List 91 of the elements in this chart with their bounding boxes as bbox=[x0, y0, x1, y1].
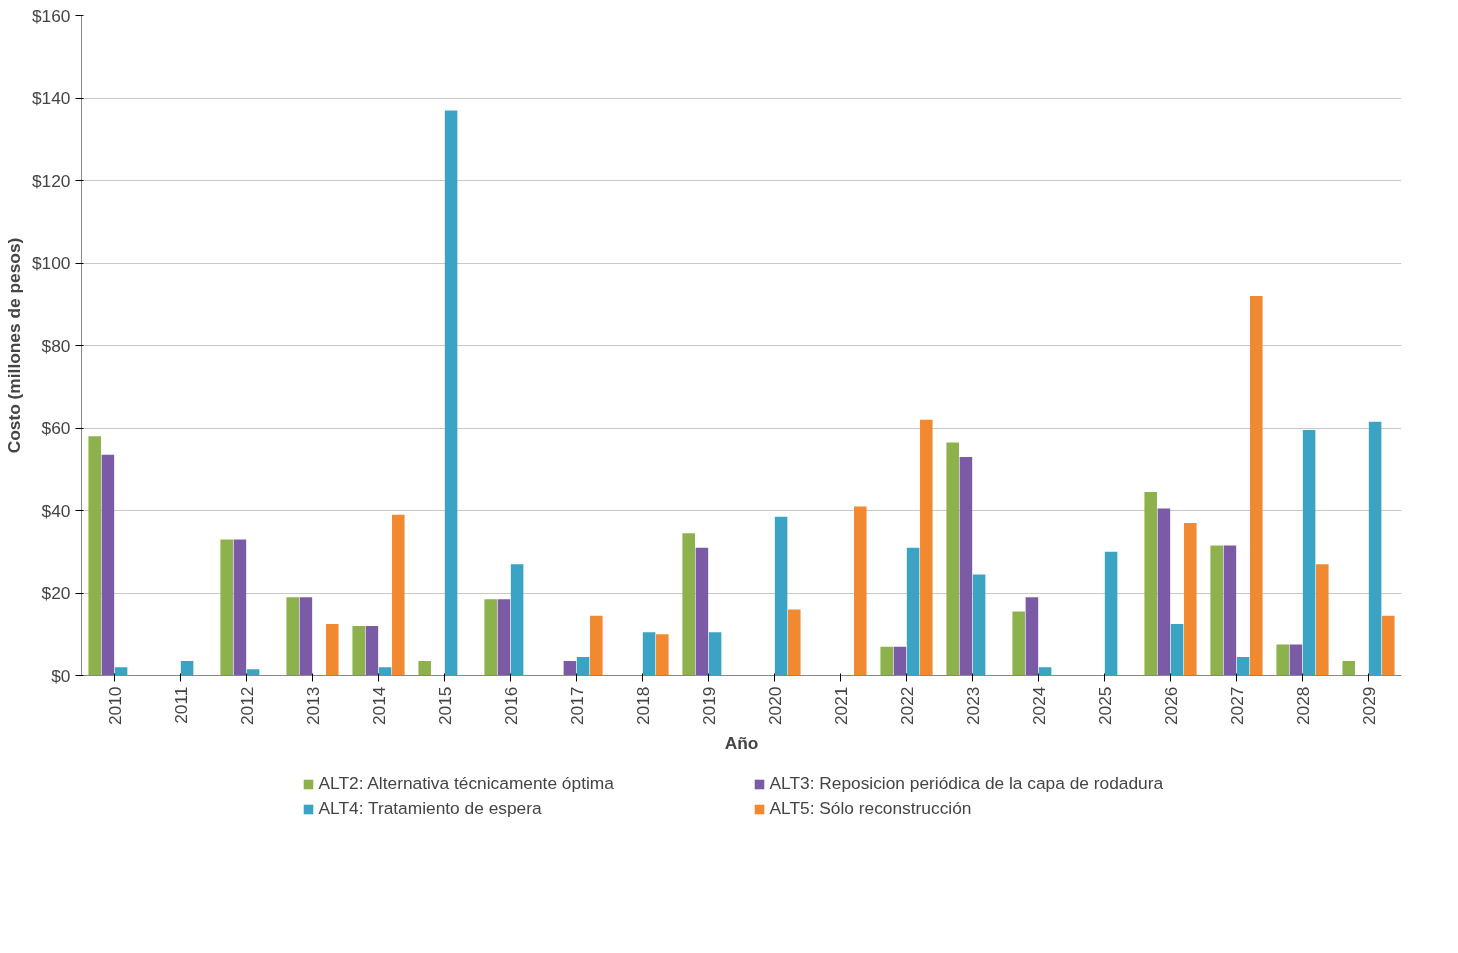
bar bbox=[695, 547, 709, 676]
x-tick-label: 2016 bbox=[500, 686, 521, 726]
x-tick-label: 2010 bbox=[104, 686, 125, 726]
legend-label: ALT2: Alternativa técnicamente óptima bbox=[318, 773, 615, 794]
x-tick-label: 2028 bbox=[1292, 686, 1313, 726]
bar bbox=[788, 609, 801, 676]
bar bbox=[510, 564, 524, 676]
bar bbox=[1382, 615, 1395, 676]
bar bbox=[590, 615, 603, 676]
bar bbox=[1223, 545, 1237, 676]
x-tick-label: 2024 bbox=[1028, 686, 1049, 726]
bar bbox=[1368, 421, 1382, 676]
x-tick-label: 2022 bbox=[896, 686, 917, 726]
legend-label: ALT5: Sólo reconstrucción bbox=[769, 798, 973, 819]
x-tick-label: 2027 bbox=[1226, 686, 1247, 726]
y-tick-label: $100 bbox=[31, 253, 71, 273]
bar bbox=[1236, 656, 1250, 676]
y-tick-label: $60 bbox=[41, 418, 71, 438]
bar bbox=[418, 661, 431, 676]
bar bbox=[1302, 430, 1316, 676]
x-tick-label: 2023 bbox=[962, 686, 983, 726]
bar bbox=[299, 597, 313, 676]
bar bbox=[774, 516, 788, 676]
y-axis-title: Costo (millones de pesos) bbox=[3, 237, 24, 454]
bar bbox=[392, 514, 405, 676]
bar bbox=[378, 667, 392, 676]
x-tick-label: 2019 bbox=[698, 686, 719, 726]
bar bbox=[972, 574, 986, 676]
y-tick-label: $40 bbox=[41, 500, 71, 521]
bar bbox=[708, 632, 722, 676]
bar bbox=[352, 626, 365, 676]
bar bbox=[906, 547, 920, 676]
y-tick-label: $160 bbox=[31, 5, 71, 26]
bar bbox=[1157, 508, 1171, 676]
bar bbox=[563, 661, 577, 676]
bar bbox=[246, 669, 260, 676]
bar bbox=[1104, 551, 1118, 676]
y-tick-label: $80 bbox=[41, 335, 71, 356]
bar bbox=[946, 442, 959, 676]
x-tick-label: 2026 bbox=[1160, 686, 1181, 726]
bar bbox=[1342, 661, 1355, 676]
bar bbox=[920, 419, 933, 676]
x-tick-label: 2011 bbox=[170, 686, 191, 724]
bar bbox=[286, 597, 299, 676]
bar bbox=[1038, 667, 1052, 676]
y-tick-label: $140 bbox=[31, 88, 71, 108]
bar bbox=[365, 626, 379, 676]
bar bbox=[1025, 597, 1039, 676]
x-tick-label: 2020 bbox=[764, 686, 785, 726]
x-axis-title: Año bbox=[724, 733, 759, 754]
x-tick-label: 2021 bbox=[830, 686, 851, 726]
bar bbox=[1276, 644, 1289, 676]
x-tick-label: 2014 bbox=[368, 686, 389, 726]
bar bbox=[880, 646, 893, 676]
legend-label: ALT3: Reposicion periódica de la capa de rodadura bbox=[769, 773, 1165, 794]
bar bbox=[959, 456, 973, 676]
bar bbox=[1289, 644, 1303, 676]
bar bbox=[444, 110, 458, 676]
x-tick-label: 2015 bbox=[434, 686, 455, 726]
bar bbox=[1184, 522, 1197, 676]
x-tick-label: 2017 bbox=[566, 686, 587, 726]
y-tick-label: $120 bbox=[31, 170, 71, 191]
y-tick-label: $0 bbox=[51, 665, 71, 686]
bar bbox=[114, 667, 128, 676]
bar bbox=[101, 454, 115, 676]
bar bbox=[1170, 623, 1184, 676]
bar bbox=[180, 661, 194, 676]
bar bbox=[576, 656, 590, 676]
x-tick-label: 2029 bbox=[1358, 686, 1379, 726]
bar bbox=[88, 436, 101, 676]
bar bbox=[484, 599, 497, 676]
bar bbox=[326, 623, 339, 676]
x-tick-label: 2013 bbox=[302, 686, 323, 726]
bar bbox=[233, 539, 247, 676]
bar bbox=[497, 599, 511, 676]
x-tick-label: 2025 bbox=[1094, 686, 1115, 726]
y-tick-label: $20 bbox=[41, 583, 71, 603]
bar bbox=[893, 646, 907, 676]
x-tick-label: 2012 bbox=[236, 686, 257, 726]
bar bbox=[682, 533, 695, 676]
bar bbox=[1250, 296, 1263, 676]
bar bbox=[1316, 564, 1329, 676]
bar bbox=[642, 632, 656, 676]
x-tick-label: 2018 bbox=[632, 686, 653, 726]
bar bbox=[656, 634, 669, 676]
bar bbox=[1012, 611, 1025, 676]
bar bbox=[220, 539, 233, 676]
bar bbox=[1144, 491, 1157, 676]
bar bbox=[854, 506, 867, 676]
bar bbox=[1210, 545, 1223, 676]
legend-label: ALT4: Tratamiento de espera bbox=[318, 798, 543, 819]
